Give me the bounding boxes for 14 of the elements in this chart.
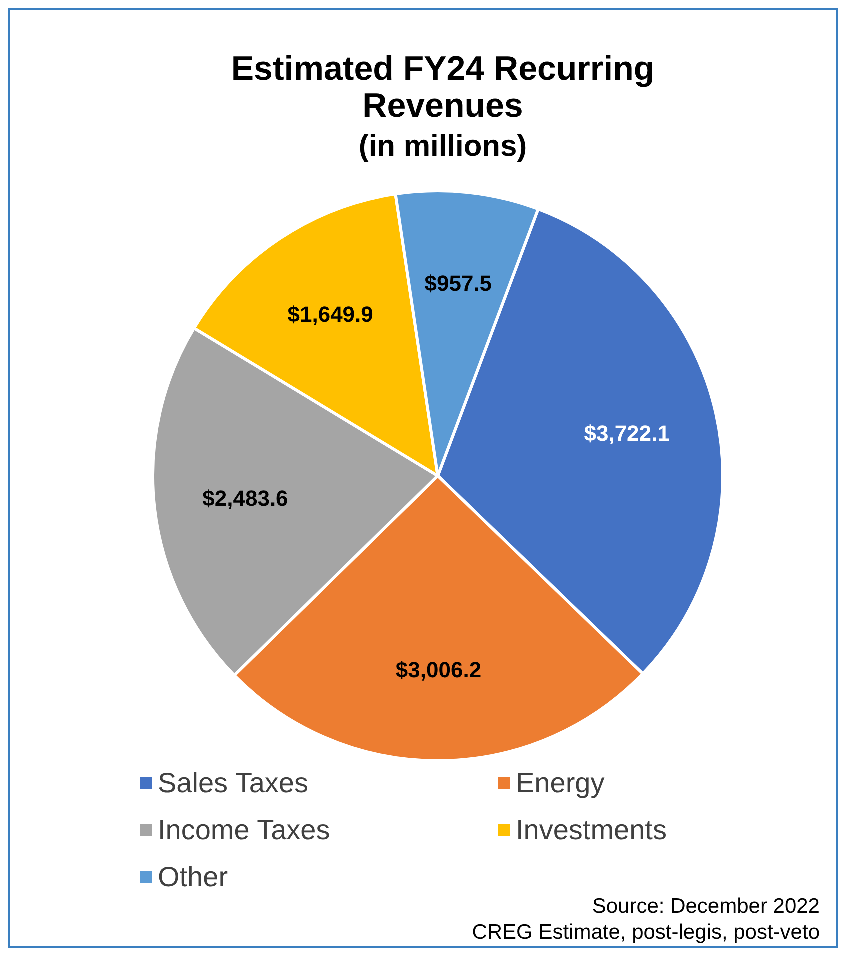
legend-label: Other (158, 862, 228, 892)
data-label: $957.5 (424, 270, 492, 296)
data-label: $1,649.9 (288, 302, 374, 328)
legend-label: Investments (516, 814, 667, 846)
chart-subtitle: (in millions) (358, 130, 528, 163)
data-label: $2,483.6 (202, 486, 288, 511)
legend-label: Energy (516, 768, 605, 798)
text: CREG Estimate, post-legis, post-veto (472, 921, 820, 944)
legend-label: Sales Taxes (158, 768, 308, 798)
legend-label: Income Taxes (158, 814, 330, 846)
chart-title: Estimated FY24 Recurring Revenues (231, 50, 655, 125)
data-label: $3,722.1 (584, 420, 670, 446)
source-note: Source: December 2022 (592, 895, 820, 918)
data-label: $3,006.2 (396, 657, 482, 682)
